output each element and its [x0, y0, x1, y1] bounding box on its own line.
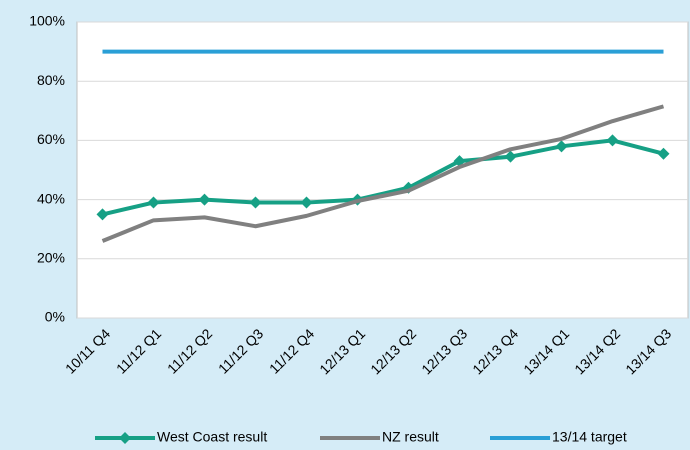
x-tick-label: 10/11 Q4 — [62, 325, 113, 376]
y-tick-label: 60% — [37, 131, 65, 147]
y-tick-label: 100% — [29, 13, 65, 29]
legend-label: NZ result — [382, 429, 439, 445]
x-tick-label: 11/12 Q4 — [266, 325, 317, 376]
series-line — [102, 138, 665, 217]
point-marker — [504, 150, 517, 163]
point-marker — [300, 196, 313, 209]
legend-marker — [119, 432, 131, 444]
x-tick-label: 11/12 Q1 — [113, 325, 164, 376]
y-tick-label: 40% — [37, 190, 65, 206]
point-marker — [249, 196, 262, 209]
x-tick-label: 12/13 Q2 — [367, 325, 419, 377]
legend-label: 13/14 target — [552, 429, 627, 445]
point-marker — [96, 208, 109, 221]
point-marker — [555, 140, 568, 153]
legend-label: West Coast result — [157, 429, 267, 445]
x-tick-label: 11/12 Q3 — [215, 325, 266, 376]
point-marker — [657, 147, 670, 160]
point-marker — [147, 196, 160, 209]
x-tick-label: 11/12 Q2 — [164, 325, 215, 376]
x-tick-label: 13/14 Q2 — [571, 325, 623, 377]
point-marker — [198, 193, 211, 206]
plot-area — [76, 21, 689, 319]
x-tick-label: 13/14 Q1 — [520, 325, 572, 377]
x-tick-label: 12/13 Q1 — [316, 325, 368, 377]
x-tick-label: 12/13 Q3 — [418, 325, 470, 377]
y-tick-label: 0% — [45, 309, 65, 325]
x-tick-label: 13/14 Q3 — [622, 325, 674, 377]
series-line — [101, 104, 665, 243]
point-marker — [606, 134, 619, 147]
y-tick-label: 80% — [37, 72, 65, 88]
y-tick-label: 20% — [37, 250, 65, 266]
x-tick-label: 12/13 Q4 — [469, 325, 521, 377]
